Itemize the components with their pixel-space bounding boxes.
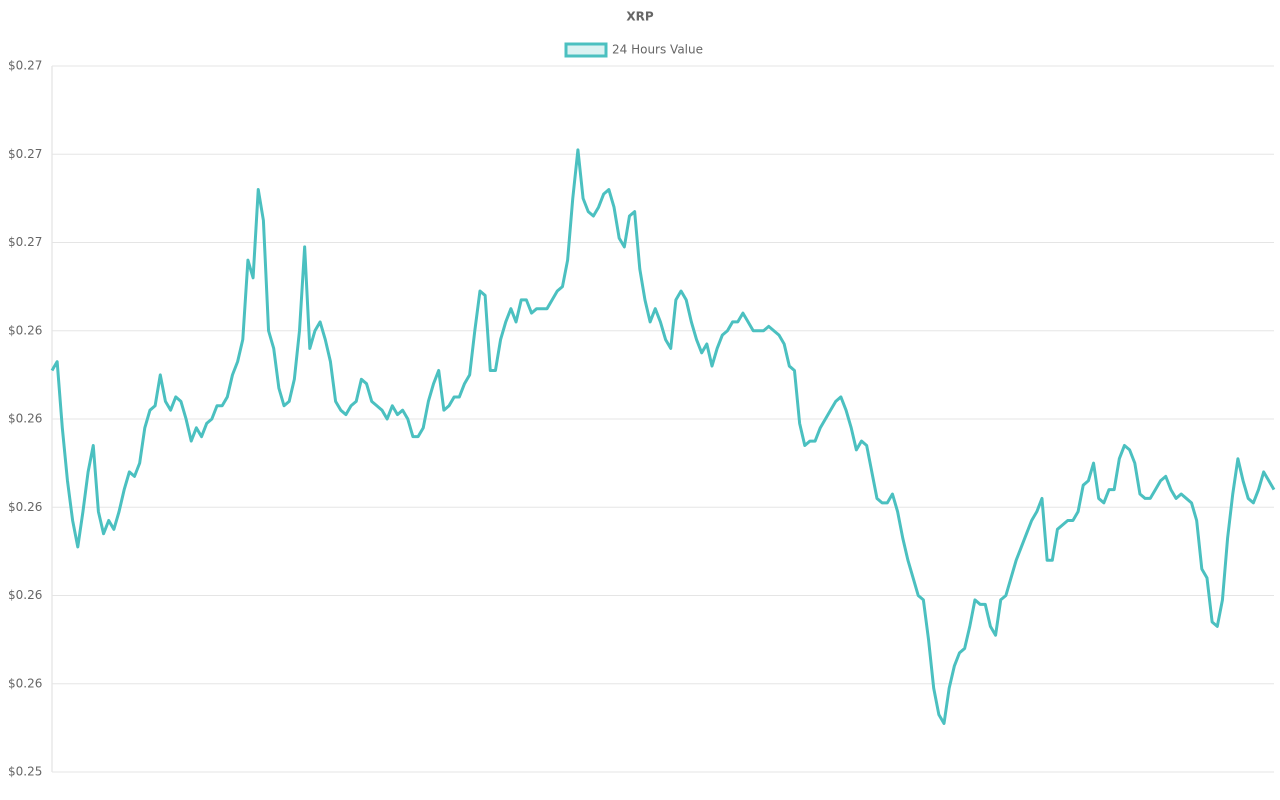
y-tick-label: $0.27	[8, 235, 42, 249]
chart-title: XRP	[626, 10, 653, 24]
y-tick-label: $0.26	[8, 588, 42, 602]
y-tick-label: $0.26	[8, 323, 42, 337]
legend-label: 24 Hours Value	[612, 43, 703, 57]
y-tick-label: $0.27	[8, 147, 42, 161]
y-tick-label: $0.27	[8, 59, 42, 73]
y-tick-label: $0.26	[8, 676, 42, 690]
legend-swatch	[564, 42, 608, 58]
y-tick-label: $0.26	[8, 500, 42, 514]
data-line	[50, 148, 1276, 725]
y-tick-label: $0.25	[8, 765, 42, 779]
y-tick-label: $0.26	[8, 412, 42, 426]
